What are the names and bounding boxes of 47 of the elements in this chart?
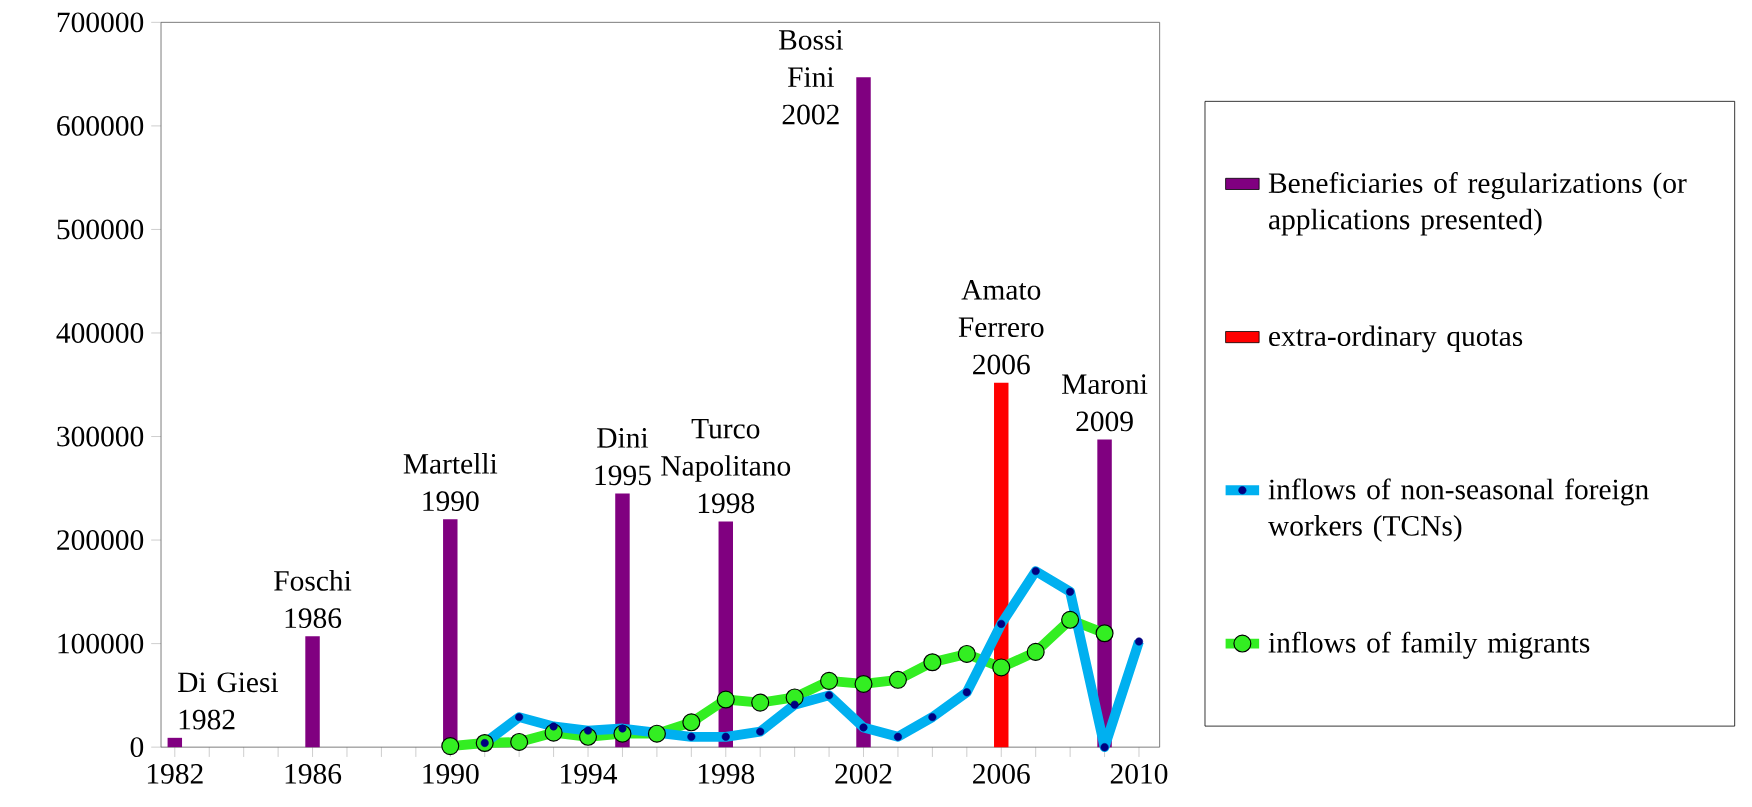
point [923, 653, 942, 672]
point [1061, 610, 1080, 629]
annotation: Amato Ferrero 2006 [958, 280, 1044, 375]
y-tick-label: 200000 [57, 530, 144, 551]
x-tick-label: 1990 [423, 763, 479, 784]
annotation: Maroni 2009 [1062, 374, 1148, 432]
point [1026, 642, 1045, 661]
x-tick-label: 1986 [285, 763, 342, 784]
x-tick-label: 2010 [1110, 763, 1168, 784]
bar [167, 737, 183, 748]
y-tick-label: 400000 [56, 323, 144, 343]
point [751, 693, 770, 712]
x-tick-label: 1998 [698, 763, 755, 784]
point [854, 674, 873, 694]
point [510, 732, 529, 752]
annotation: Turco Napolitano 1998 [661, 419, 791, 514]
point [647, 724, 666, 743]
y-tick-label: 500000 [57, 219, 144, 240]
point [888, 670, 907, 689]
legend-label: inflows of family migrants [1268, 631, 1590, 659]
x-tick-label: 2006 [973, 763, 1030, 784]
y-tick-label: 700000 [57, 12, 144, 33]
y-tick-label: 300000 [57, 426, 144, 447]
x-tick-label: 2002 [835, 763, 892, 784]
annotation: Bossi Fini 2002 [778, 30, 844, 125]
legend-label: extra-ordinary quotas [1269, 325, 1523, 353]
y-tick-label: 600000 [57, 115, 144, 136]
point [682, 713, 701, 732]
bar [615, 493, 630, 748]
annotation: Di Giesi 1982 [178, 672, 279, 730]
point [820, 671, 839, 690]
y-tick-label: 0 [130, 737, 144, 758]
legend-label: Beneficiaries of regularizations (or applications presented) [1268, 172, 1687, 236]
bar [305, 636, 320, 748]
x-tick-label: 1994 [561, 763, 618, 784]
point [716, 690, 735, 709]
y-tick-label: 100000 [58, 633, 144, 654]
legend-label: inflows of non-seasonal foreign workers (TCNs) [1268, 478, 1649, 542]
x-tick-label: 1982 [147, 763, 203, 784]
point [992, 658, 1011, 677]
annotation: Foschi 1986 [274, 570, 352, 629]
point [1095, 624, 1114, 643]
point [441, 737, 460, 756]
annotation: Dini 1995 [595, 428, 651, 486]
annotation: Martelli 1990 [403, 453, 498, 512]
point [957, 644, 976, 664]
bar [856, 77, 871, 748]
